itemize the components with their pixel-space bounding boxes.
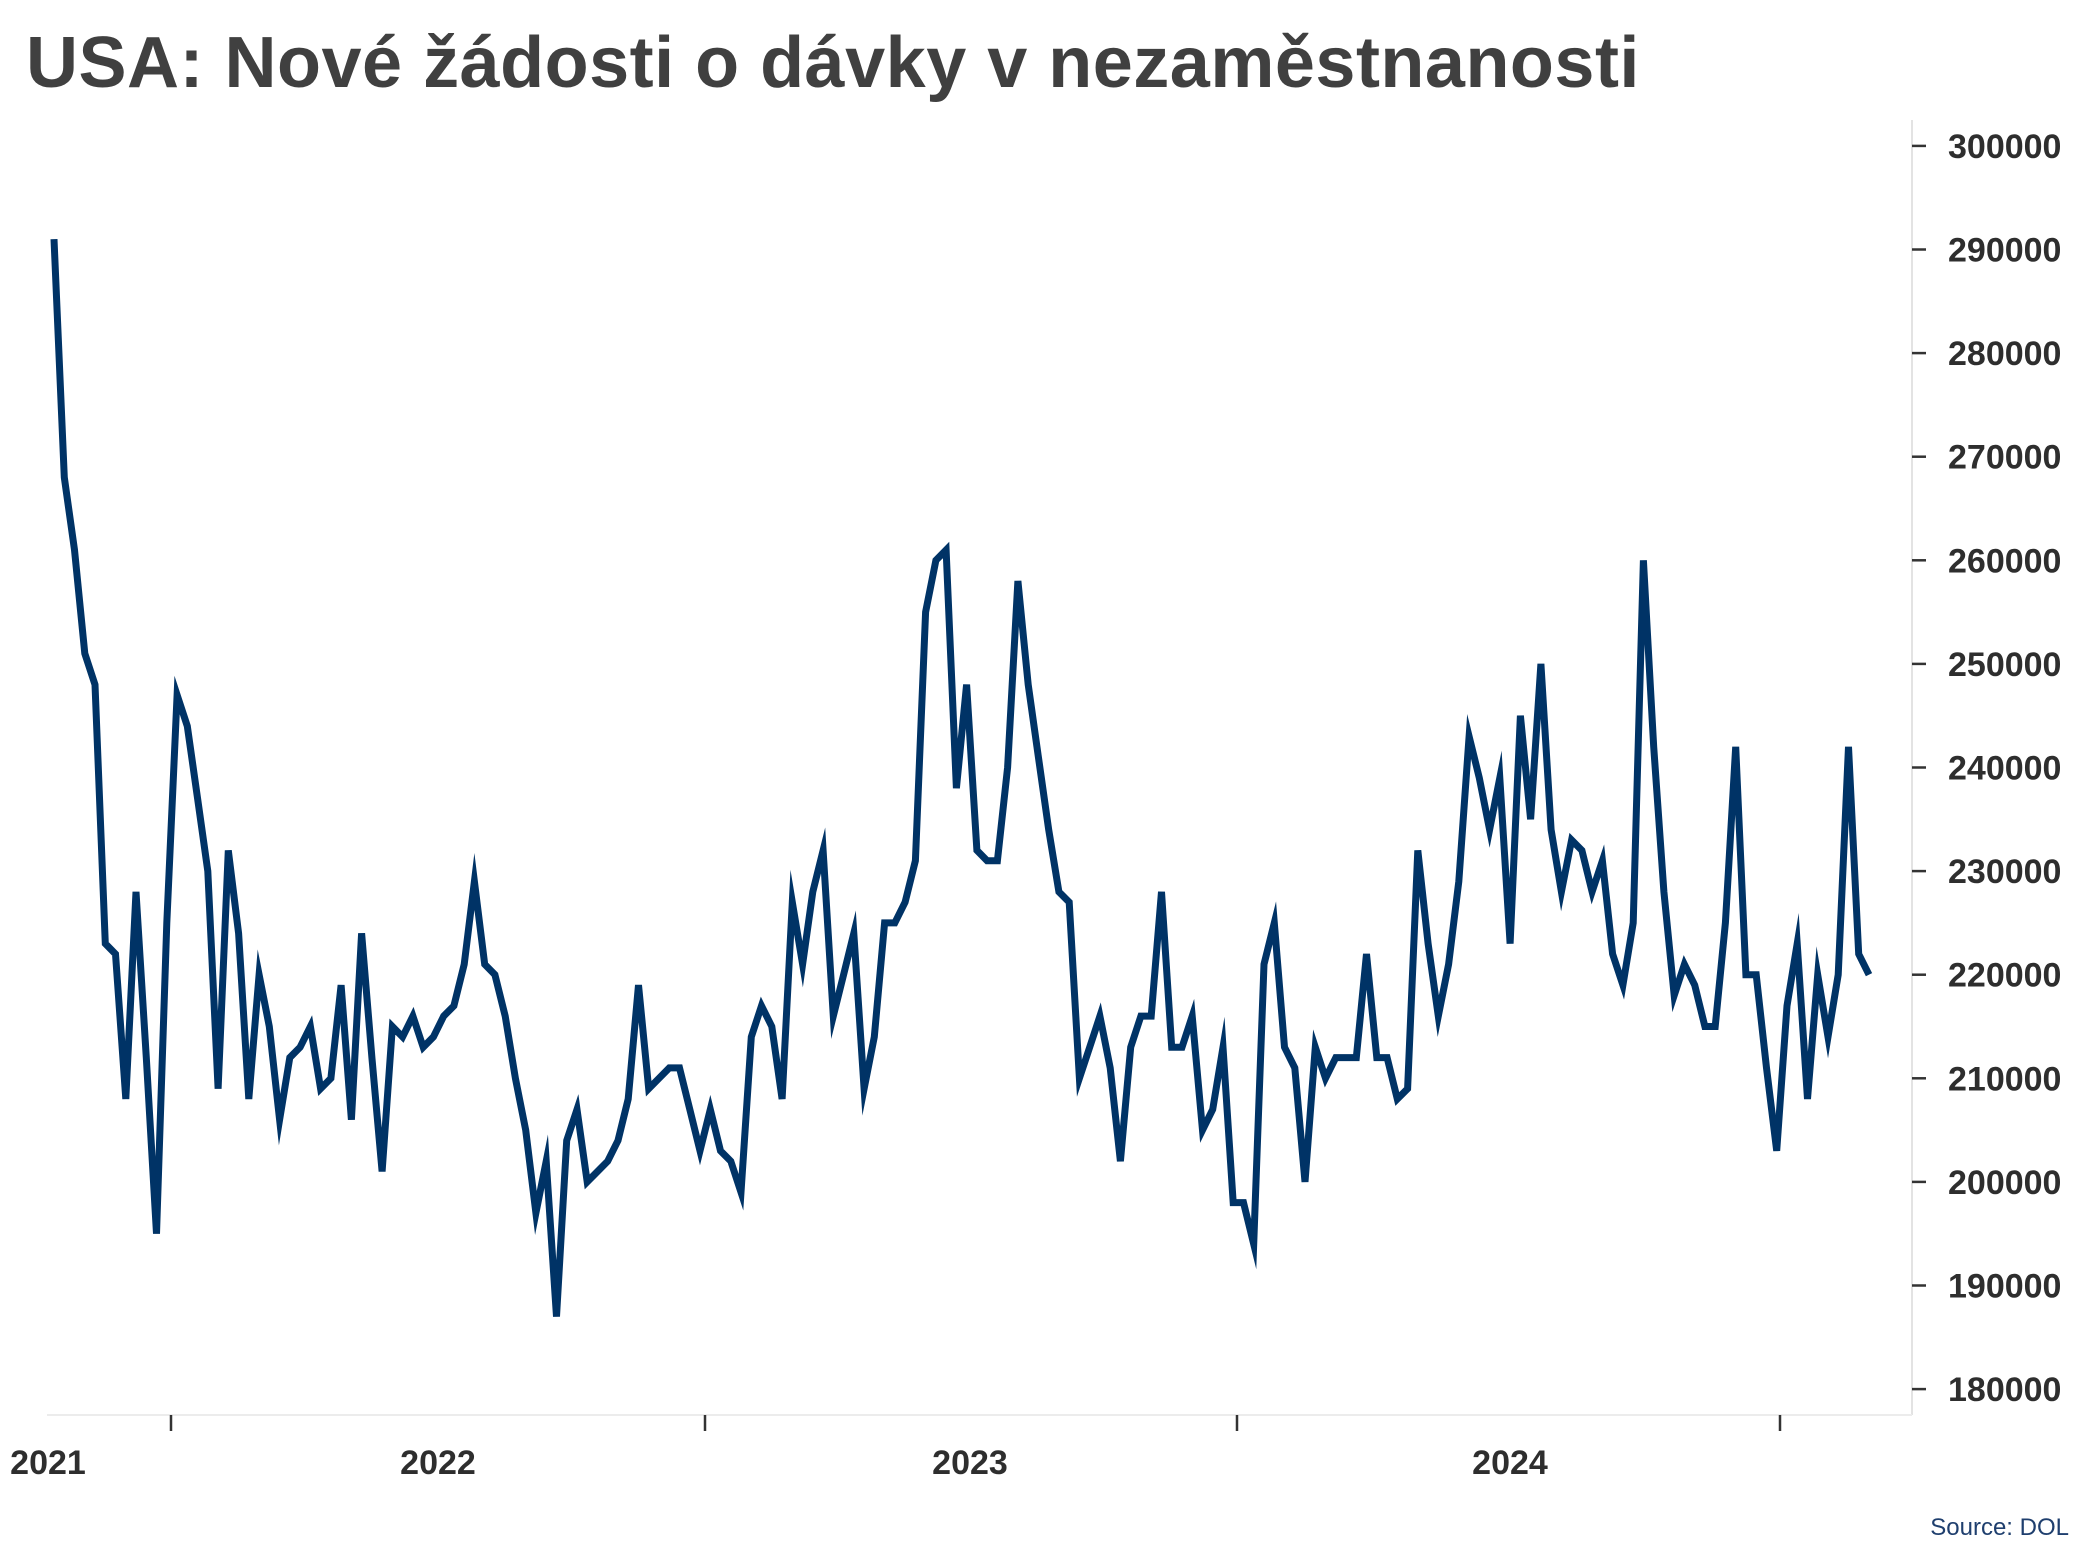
y-tick-label: 290000: [1948, 232, 2061, 270]
y-tick-label: 230000: [1948, 853, 2061, 891]
plot-area: [50, 238, 1873, 1317]
y-tick-label: 280000: [1948, 335, 2061, 373]
x-tick-label: 2021: [10, 1444, 86, 1482]
y-tick-label: 200000: [1948, 1164, 2061, 1202]
series-line: [50, 238, 1873, 1317]
source-note: Source: DOL: [1930, 1514, 2069, 1541]
chart-title: USA: Nové žádosti o dávky v nezaměstnano…: [26, 23, 1640, 103]
axes: 180000 190000 200000 210000 220000 230000 2400…: [10, 120, 2061, 1482]
x-tick-label: 2022: [400, 1444, 476, 1482]
y-tick-label: 270000: [1948, 439, 2061, 477]
y-tick-label: 300000: [1948, 128, 2061, 166]
y-tick-label: 250000: [1948, 646, 2061, 684]
y-tick-label: 220000: [1948, 957, 2061, 995]
y-tick-label: 180000: [1948, 1371, 2061, 1409]
y-tick-label: 210000: [1948, 1060, 2061, 1098]
x-tick-label: 2024: [1472, 1444, 1548, 1482]
y-tick-label: 190000: [1948, 1268, 2061, 1306]
x-tick-label: 2023: [932, 1444, 1008, 1482]
y-tick-label: 260000: [1948, 542, 2061, 580]
y-tick-label: 240000: [1948, 750, 2061, 788]
